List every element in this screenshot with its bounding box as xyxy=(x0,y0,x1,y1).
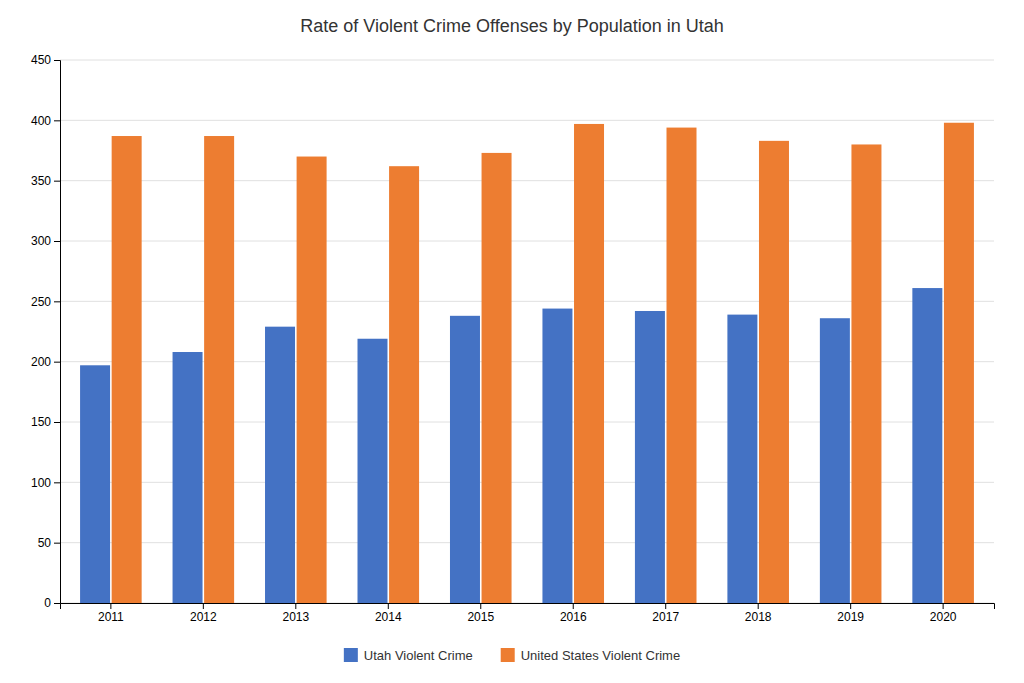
legend-item: Utah Violent Crime xyxy=(344,648,473,663)
y-tick-mark xyxy=(54,543,60,544)
y-tick: 0 xyxy=(44,596,60,610)
bar xyxy=(727,315,757,603)
bar xyxy=(912,288,942,603)
y-tick-mark xyxy=(54,120,60,121)
x-axis: 2011 2012 2013 2014 2015 2016 2017 2018 2019 2020 xyxy=(61,603,995,624)
x-tick-mark xyxy=(758,603,759,609)
y-tick-label: 250 xyxy=(31,295,51,309)
legend-label: Utah Violent Crime xyxy=(364,648,473,663)
x-tick-label: 2016 xyxy=(560,610,587,624)
x-tick-label: 2013 xyxy=(282,610,309,624)
bar xyxy=(357,339,387,603)
y-tick-label: 150 xyxy=(31,415,51,429)
x-tick-label: 2017 xyxy=(652,610,679,624)
x-tick-mark xyxy=(943,603,944,609)
y-tick: 250 xyxy=(31,295,60,309)
y-tick-label: 200 xyxy=(31,355,51,369)
x-tick: 2019 xyxy=(837,603,864,624)
y-tick: 100 xyxy=(31,476,60,490)
legend-item: United States Violent Crime xyxy=(501,648,680,663)
x-tick-mark xyxy=(110,603,111,609)
bars xyxy=(80,123,974,603)
y-tick: 300 xyxy=(31,234,60,248)
y-tick-mark xyxy=(54,181,60,182)
bar xyxy=(389,166,419,603)
grid-line xyxy=(60,120,994,121)
y-tick: 350 xyxy=(31,174,60,188)
series xyxy=(112,123,974,603)
x-tick-mark xyxy=(295,603,296,609)
x-tick-mark xyxy=(850,603,851,609)
x-tick: 2011 xyxy=(98,603,124,624)
y-tick-mark xyxy=(54,60,60,61)
x-tick-mark xyxy=(203,603,204,609)
x-tick: 2016 xyxy=(560,603,587,624)
x-tick: 2018 xyxy=(745,603,772,624)
x-tick: 2020 xyxy=(930,603,957,624)
x-tick-label: 2019 xyxy=(837,610,864,624)
y-tick: 400 xyxy=(31,114,60,128)
x-tick-mark xyxy=(573,603,574,609)
y-tick-mark xyxy=(54,241,60,242)
bar xyxy=(667,128,697,603)
bar xyxy=(112,136,142,603)
bar xyxy=(265,327,295,603)
x-tick-label: 2011 xyxy=(98,610,124,624)
x-tick-label: 2015 xyxy=(467,610,494,624)
y-tick-label: 450 xyxy=(31,53,51,67)
y-tick-label: 0 xyxy=(44,596,51,610)
bar xyxy=(204,136,234,603)
x-tick-label: 2014 xyxy=(375,610,402,624)
y-tick-label: 50 xyxy=(38,536,52,550)
bar xyxy=(80,365,110,603)
x-tick-mark xyxy=(480,603,481,609)
legend-label: United States Violent Crime xyxy=(521,648,680,663)
bar xyxy=(851,144,881,603)
bar xyxy=(450,316,480,603)
y-tick-mark xyxy=(54,422,60,423)
x-tick: 2012 xyxy=(190,603,217,624)
y-tick-label: 400 xyxy=(31,114,51,128)
y-tick-mark xyxy=(54,603,60,604)
legend-swatch xyxy=(344,648,358,662)
bar xyxy=(759,141,789,603)
y-tick: 50 xyxy=(38,536,60,550)
x-tick-label: 2018 xyxy=(745,610,772,624)
y-tick-label: 300 xyxy=(31,234,51,248)
x-tick-mark xyxy=(388,603,389,609)
bar xyxy=(574,124,604,603)
plot: 2011 2012 2013 2014 2015 2016 2017 2018 2019 2020… xyxy=(31,53,995,623)
x-tick: 2015 xyxy=(467,603,494,624)
legend-swatch xyxy=(501,648,515,662)
x-tick-label: 2020 xyxy=(930,610,957,624)
chart: Rate of Violent Crime Offenses by Popula… xyxy=(0,0,1024,683)
x-tick-label: 2012 xyxy=(190,610,217,624)
x-tick: 2014 xyxy=(375,603,402,624)
y-tick-label: 100 xyxy=(31,476,51,490)
x-tick-mark xyxy=(665,603,666,609)
bar xyxy=(297,157,327,603)
title: Rate of Violent Crime Offenses by Popula… xyxy=(300,16,724,36)
grid xyxy=(60,60,994,603)
x-axis-line xyxy=(61,604,995,610)
grid-line xyxy=(60,60,994,61)
y-tick-mark xyxy=(54,301,60,302)
y-tick: 450 xyxy=(31,53,60,67)
bar xyxy=(635,311,665,603)
bar xyxy=(173,352,203,603)
x-tick: 2013 xyxy=(282,603,309,624)
legend: Utah Violent Crime United States Violent … xyxy=(344,648,680,663)
bar xyxy=(542,309,572,603)
bar xyxy=(482,153,512,603)
x-tick: 2017 xyxy=(652,603,679,624)
y-tick-mark xyxy=(54,362,60,363)
bar xyxy=(820,318,850,603)
bar xyxy=(944,123,974,603)
y-axis: 0 50 100 150 200 250 300 350 400 450 xyxy=(31,53,61,610)
y-tick-mark xyxy=(54,482,60,483)
y-tick: 200 xyxy=(31,355,60,369)
y-tick-label: 350 xyxy=(31,174,51,188)
y-tick: 150 xyxy=(31,415,60,429)
y-axis-line xyxy=(54,61,61,604)
